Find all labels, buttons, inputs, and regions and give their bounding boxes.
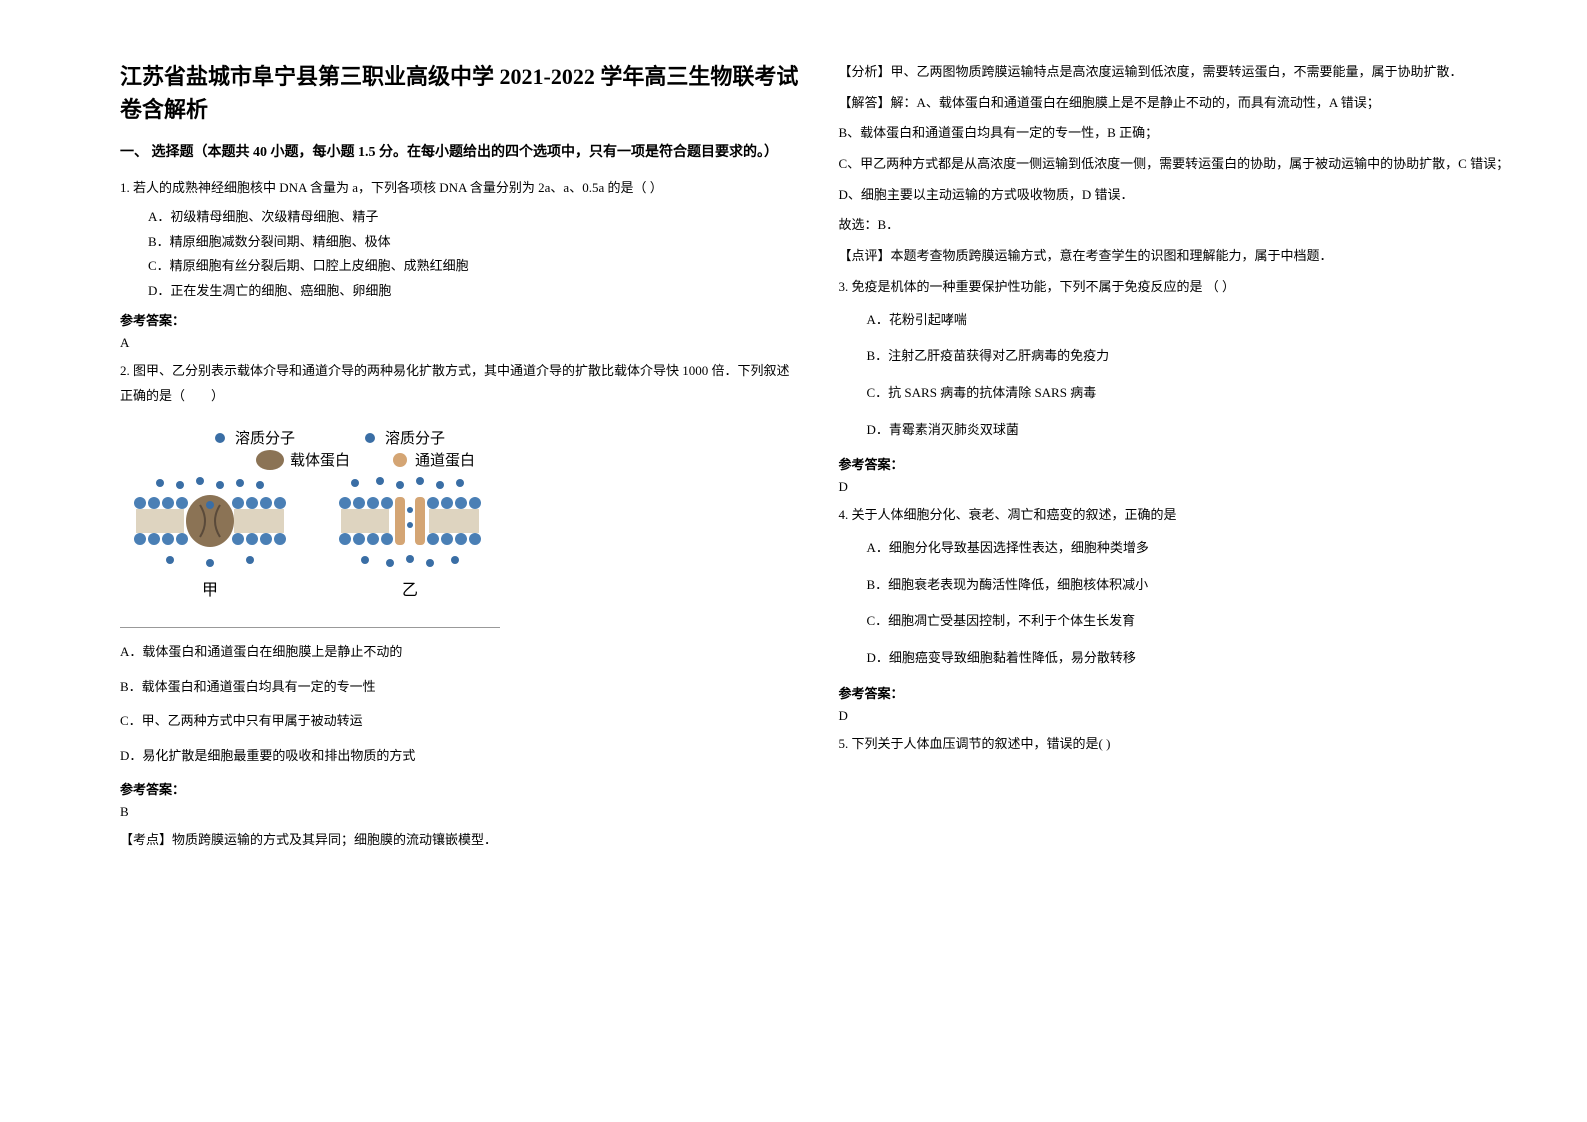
q1-option-a: A．初级精母细胞、次级精母细胞、精子 [120,205,799,230]
q3-option-b: B．注射乙肝疫苗获得对乙肝病毒的免疫力 [839,344,1518,369]
q4-option-d: D．细胞癌变导致细胞黏着性降低，易分散转移 [839,646,1518,671]
question-3: 3. 免疫是机体的一种重要保护性功能，下列不属于免疫反应的是 （ ） A．花粉引… [839,275,1518,442]
svg-text:乙: 乙 [402,582,418,599]
q5-text: 5. 下列关于人体血压调节的叙述中，错误的是( ) [839,732,1518,757]
q2-figure: 溶质分子 载体蛋白 溶质分子 通道蛋白 [120,420,500,628]
analysis-line-6: 故选：B． [839,213,1518,238]
analysis-line-4: C、甲乙两种方式都是从高浓度一侧运输到低浓度一侧，需要转运蛋白的协助，属于被动运… [839,152,1518,177]
q3-option-a: A．花粉引起哮喘 [839,308,1518,333]
svg-text:甲: 甲 [202,582,218,599]
q3-answer-label: 参考答案： [839,454,1518,473]
q4-text: 4. 关于人体细胞分化、衰老、凋亡和癌变的叙述，正确的是 [839,503,1518,528]
analysis-line-3: B、载体蛋白和通道蛋白均具有一定的专一性，B 正确； [839,121,1518,146]
q2-option-c: C．甲、乙两种方式中只有甲属于被动转运 [120,709,799,734]
q2-answer-label: 参考答案： [120,779,799,798]
q4-option-c: C．细胞凋亡受基因控制，不利于个体生长发育 [839,609,1518,634]
q4-option-b: B．细胞衰老表现为酶活性降低，细胞核体积减小 [839,573,1518,598]
question-5: 5. 下列关于人体血压调节的叙述中，错误的是( ) [839,732,1518,757]
q4-answer: D [839,708,1518,724]
q1-option-b: B．精原细胞减数分裂间期、精细胞、极体 [120,230,799,255]
q1-option-c: C．精原细胞有丝分裂后期、口腔上皮细胞、成熟红细胞 [120,254,799,279]
question-2: 2. 图甲、乙分别表示载体介导和通道介导的两种易化扩散方式，其中通道介导的扩散比… [120,359,799,769]
question-4: 4. 关于人体细胞分化、衰老、凋亡和癌变的叙述，正确的是 A．细胞分化导致基因选… [839,503,1518,670]
q1-text: 1. 若人的成熟神经细胞核中 DNA 含量为 a，下列各项核 DNA 含量分别为… [120,176,799,201]
document-title: 江苏省盐城市阜宁县第三职业高级中学 2021-2022 学年高三生物联考试卷含解… [120,60,799,126]
question-1: 1. 若人的成熟神经细胞核中 DNA 含量为 a，下列各项核 DNA 含量分别为… [120,176,799,303]
q4-answer-label: 参考答案： [839,683,1518,702]
right-column: 【分析】甲、乙两图物质跨膜运输特点是高浓度运输到低浓度，需要转运蛋白，不需要能量… [819,60,1538,1082]
q3-option-c: C．抗 SARS 病毒的抗体清除 SARS 病毒 [839,381,1518,406]
q1-answer: A [120,335,799,351]
q2-analysis-label: 【考点】物质跨膜运输的方式及其异同；细胞膜的流动镶嵌模型． [120,828,799,853]
q1-answer-label: 参考答案： [120,310,799,329]
svg-text:通道蛋白: 通道蛋白 [415,452,475,469]
diffusion-diagram: 溶质分子 载体蛋白 溶质分子 通道蛋白 [120,420,500,610]
q4-option-a: A．细胞分化导致基因选择性表达，细胞种类增多 [839,536,1518,561]
svg-text:溶质分子: 溶质分子 [235,430,295,447]
q2-option-b: B．载体蛋白和通道蛋白均具有一定的专一性 [120,675,799,700]
q2-text: 2. 图甲、乙分别表示载体介导和通道介导的两种易化扩散方式，其中通道介导的扩散比… [120,359,799,408]
svg-text:载体蛋白: 载体蛋白 [290,452,350,469]
analysis-line-2: 【解答】解：A、载体蛋白和通道蛋白在细胞膜上是不是静止不动的，而具有流动性，A … [839,91,1518,116]
svg-text:溶质分子: 溶质分子 [385,430,445,447]
q2-answer: B [120,804,799,820]
section-header: 一、 选择题（本题共 40 小题，每小题 1.5 分。在每小题给出的四个选项中，… [120,142,799,164]
q1-option-d: D．正在发生凋亡的细胞、癌细胞、卵细胞 [120,279,799,304]
q3-answer: D [839,479,1518,495]
left-column: 江苏省盐城市阜宁县第三职业高级中学 2021-2022 学年高三生物联考试卷含解… [100,60,819,1082]
analysis-line-1: 【分析】甲、乙两图物质跨膜运输特点是高浓度运输到低浓度，需要转运蛋白，不需要能量… [839,60,1518,85]
q2-option-a: A．载体蛋白和通道蛋白在细胞膜上是静止不动的 [120,640,799,665]
q3-text: 3. 免疫是机体的一种重要保护性功能，下列不属于免疫反应的是 （ ） [839,275,1518,300]
q2-option-d: D．易化扩散是细胞最重要的吸收和排出物质的方式 [120,744,799,769]
analysis-line-7: 【点评】本题考查物质跨膜运输方式，意在考查学生的识图和理解能力，属于中档题． [839,244,1518,269]
q3-option-d: D．青霉素消灭肺炎双球菌 [839,418,1518,443]
analysis-line-5: D、细胞主要以主动运输的方式吸收物质，D 错误． [839,183,1518,208]
